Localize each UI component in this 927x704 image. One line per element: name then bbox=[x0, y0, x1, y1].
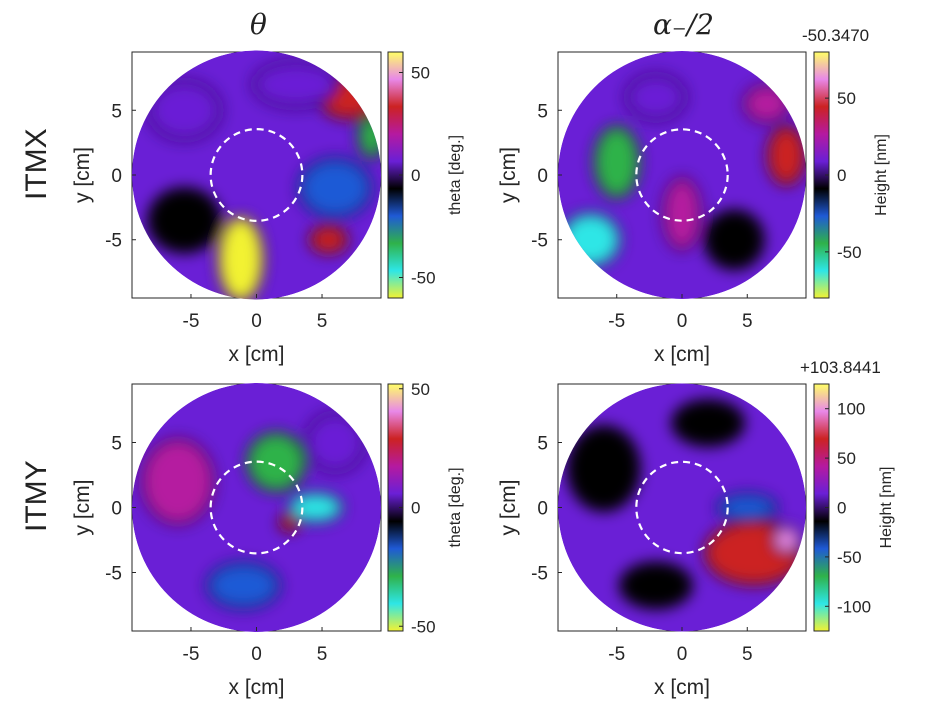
y-tick-label: 5 bbox=[111, 434, 122, 455]
x-axis-label: x [cm] bbox=[654, 676, 710, 699]
feature-blob bbox=[629, 77, 682, 117]
y-axis-label: y [cm] bbox=[497, 147, 520, 203]
colorbar-tick-label: 0 bbox=[411, 166, 420, 185]
colorbar-tick-label: 50 bbox=[837, 89, 856, 108]
y-axis-label: y [cm] bbox=[71, 147, 94, 203]
colorbar-tick-label: 50 bbox=[411, 380, 430, 399]
feature-blob bbox=[145, 442, 211, 521]
feature-blob bbox=[675, 403, 741, 443]
beam-aperture-circle bbox=[209, 128, 304, 222]
feature-blob bbox=[775, 529, 797, 551]
y-axis-label: y [cm] bbox=[71, 480, 94, 536]
heatmap-disk bbox=[558, 51, 806, 299]
colorbar-label: theta [deg.] bbox=[447, 467, 464, 547]
heatmap-features bbox=[140, 411, 367, 611]
feature-blob bbox=[770, 129, 803, 182]
x-tick-label: 0 bbox=[677, 311, 688, 332]
x-tick-label: 5 bbox=[317, 311, 328, 332]
y-tick-label: 0 bbox=[537, 166, 548, 187]
feature-blob bbox=[666, 181, 698, 247]
x-axis-label: x [cm] bbox=[229, 676, 285, 699]
feature-blob bbox=[312, 229, 345, 251]
feature-blob bbox=[151, 191, 218, 250]
heatmap-disk bbox=[132, 383, 381, 632]
colorbar-tick-label: 50 bbox=[411, 64, 430, 83]
colorbar-tick-label: 50 bbox=[837, 449, 856, 468]
feature-blob bbox=[623, 565, 689, 606]
x-tick-label: -5 bbox=[183, 311, 200, 332]
feature-blob bbox=[308, 416, 362, 469]
colorbar-tick-label: -50 bbox=[837, 548, 862, 567]
feature-blob bbox=[708, 213, 761, 266]
offset-label-itmy: +103.8441 bbox=[800, 358, 881, 377]
feature-blob bbox=[221, 219, 261, 299]
x-axis-label: x [cm] bbox=[229, 343, 285, 366]
colorbar-tick-label: 0 bbox=[411, 499, 420, 518]
column-title-theta: θ bbox=[250, 8, 267, 41]
x-tick-label: -5 bbox=[608, 311, 625, 332]
heatmap-features bbox=[566, 398, 805, 611]
y-tick-label: 5 bbox=[537, 101, 548, 122]
y-tick-label: 0 bbox=[537, 499, 548, 520]
feature-blob bbox=[747, 88, 787, 120]
heatmap-features bbox=[559, 72, 806, 271]
x-tick-label: 5 bbox=[317, 644, 328, 665]
feature-blob bbox=[256, 64, 336, 105]
y-tick-label: 0 bbox=[111, 166, 122, 187]
beam-aperture-circle bbox=[635, 128, 729, 222]
feature-blob bbox=[282, 517, 296, 529]
colorbar-tick-label: 0 bbox=[837, 499, 846, 518]
x-tick-label: 0 bbox=[251, 311, 262, 332]
offset-label-itmx: -50.3470 bbox=[802, 26, 870, 45]
y-tick-label: 5 bbox=[537, 434, 548, 455]
y-axis-label: y [cm] bbox=[497, 480, 520, 536]
y-tick-label: -5 bbox=[105, 231, 122, 252]
colorbar-tick-label: -50 bbox=[411, 269, 436, 288]
colorbar-tick-label: -50 bbox=[411, 617, 436, 636]
colorbar-tick-label: 100 bbox=[837, 400, 865, 419]
x-tick-label: 0 bbox=[251, 644, 262, 665]
y-tick-label: -5 bbox=[531, 231, 548, 252]
x-tick-label: 5 bbox=[742, 311, 753, 332]
feature-blob bbox=[721, 497, 774, 518]
feature-blob bbox=[151, 84, 218, 137]
y-tick-label: -5 bbox=[531, 564, 548, 585]
x-axis-label: x [cm] bbox=[654, 343, 710, 366]
feature-blob bbox=[571, 429, 637, 508]
y-tick-label: 0 bbox=[111, 499, 122, 520]
feature-blob bbox=[210, 565, 277, 606]
x-tick-label: -5 bbox=[183, 644, 200, 665]
colorbar-label: Height [nm] bbox=[873, 134, 890, 216]
colorbar-tick-label: -100 bbox=[837, 597, 871, 616]
y-tick-label: -5 bbox=[105, 564, 122, 585]
feature-blob bbox=[302, 161, 368, 215]
colorbar-tick-label: 0 bbox=[837, 166, 846, 185]
x-tick-label: -5 bbox=[608, 644, 625, 665]
x-tick-label: 5 bbox=[742, 644, 753, 665]
colorbar-label: theta [deg.] bbox=[447, 135, 464, 215]
heatmap-disk bbox=[132, 50, 381, 300]
colorbar-tick-label: -50 bbox=[837, 243, 862, 262]
colorbar-label: Height [nm] bbox=[878, 467, 895, 549]
beam-aperture-circle bbox=[209, 460, 304, 555]
feature-blob bbox=[597, 129, 637, 195]
heatmap-disk bbox=[558, 383, 806, 632]
feature-blob bbox=[291, 495, 340, 520]
column-title-alpha: α₋/2 bbox=[653, 8, 714, 41]
beam-aperture-circle bbox=[635, 460, 729, 555]
y-tick-label: 5 bbox=[111, 101, 122, 122]
x-tick-label: 0 bbox=[677, 644, 688, 665]
